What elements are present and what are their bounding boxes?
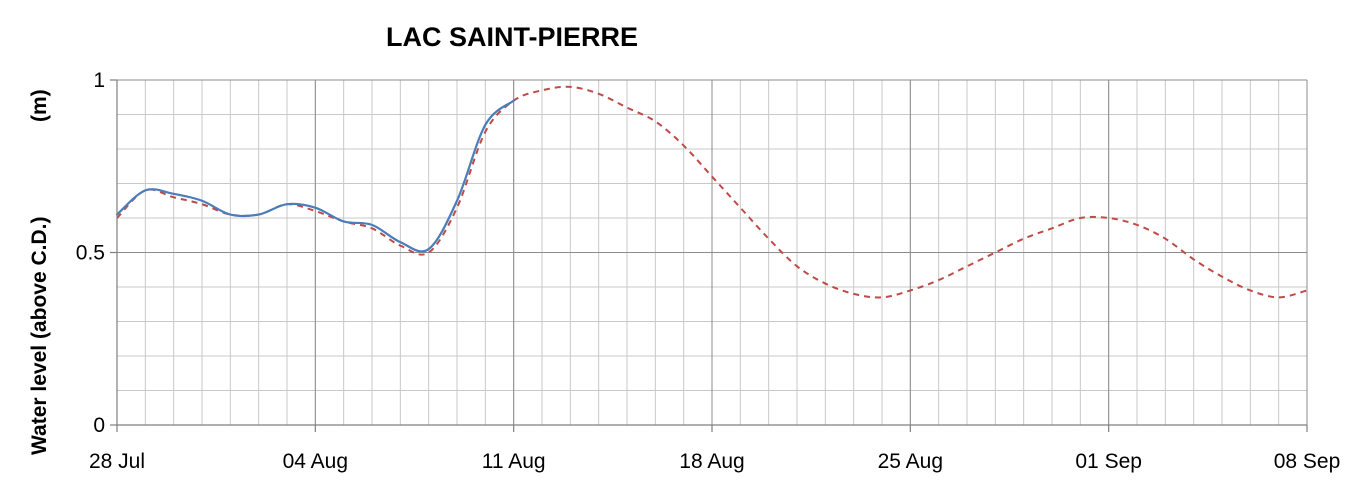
y-tick-label: 0 [93, 414, 105, 437]
series-line-dashed [116, 85, 1308, 299]
y-tick-label: 1 [93, 69, 105, 92]
series-layer [115, 85, 1308, 299]
y-axis-unit: (m) [28, 89, 51, 122]
y-tick-labels: 00.51 [76, 69, 105, 437]
x-tick-label: 18 Aug [679, 450, 744, 473]
y-axis-label: Water level (above C.D.) [28, 217, 51, 455]
x-tick-label: 11 Aug [482, 450, 546, 473]
x-tick-label: 25 Aug [878, 450, 943, 473]
major-grid [116, 79, 1308, 426]
axis-layer [110, 79, 1308, 432]
x-tick-label: 01 Sep [1075, 450, 1142, 473]
series-line-solid [115, 99, 515, 253]
x-tick-labels: 28 Jul 04 Aug 11 Aug 18 Aug 25 Aug 01 Sep 08 S… [89, 450, 1340, 473]
x-tick-label: 28 Jul [89, 450, 145, 473]
x-tick-label: 08 Sep [1274, 450, 1341, 473]
x-tick-label: 04 Aug [283, 450, 348, 473]
chart-title: LAC SAINT-PIERRE [386, 22, 638, 52]
y-tick-label: 0.5 [76, 242, 105, 265]
